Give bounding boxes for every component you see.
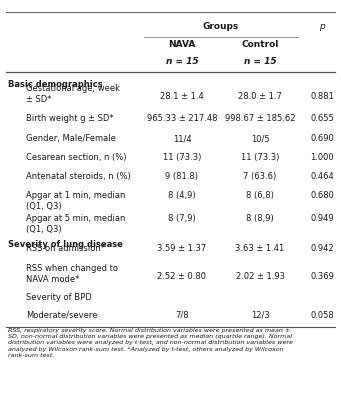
Text: 1.000: 1.000 bbox=[310, 153, 334, 162]
Text: 0.949: 0.949 bbox=[310, 214, 334, 224]
Text: 12/3: 12/3 bbox=[251, 310, 269, 320]
Text: 2.52 ± 0.80: 2.52 ± 0.80 bbox=[158, 272, 207, 281]
Text: 965.33 ± 217.48: 965.33 ± 217.48 bbox=[147, 114, 217, 123]
Text: 3.59 ± 1.37: 3.59 ± 1.37 bbox=[158, 244, 207, 254]
Text: 7/8: 7/8 bbox=[175, 310, 189, 320]
Text: 28.0 ± 1.7: 28.0 ± 1.7 bbox=[238, 92, 282, 101]
Text: RSS on admission*: RSS on admission* bbox=[26, 244, 105, 254]
Text: Gender, Male/Female: Gender, Male/Female bbox=[26, 134, 116, 143]
Text: 28.1 ± 1.4: 28.1 ± 1.4 bbox=[160, 92, 204, 101]
Text: 7 (63.6): 7 (63.6) bbox=[243, 172, 277, 181]
Text: Severity of lung disease: Severity of lung disease bbox=[8, 240, 123, 250]
Text: Cesarean section, n (%): Cesarean section, n (%) bbox=[26, 153, 127, 162]
Text: 9 (81.8): 9 (81.8) bbox=[165, 172, 198, 181]
Text: 8 (6,8): 8 (6,8) bbox=[246, 191, 274, 200]
Text: Moderate/severe: Moderate/severe bbox=[26, 310, 98, 320]
Text: 0.464: 0.464 bbox=[310, 172, 334, 181]
Text: Antenatal steroids, n (%): Antenatal steroids, n (%) bbox=[26, 172, 131, 181]
Text: 10/5: 10/5 bbox=[251, 134, 269, 143]
Text: Severity of BPD: Severity of BPD bbox=[26, 293, 92, 302]
Text: 0.881: 0.881 bbox=[310, 92, 334, 101]
Text: RSS when changed to
NAVA mode*: RSS when changed to NAVA mode* bbox=[26, 264, 118, 284]
Text: n = 15: n = 15 bbox=[166, 57, 198, 66]
Text: 8 (4,9): 8 (4,9) bbox=[168, 191, 196, 200]
Text: NAVA: NAVA bbox=[168, 40, 196, 49]
Text: Apgar at 5 min, median
(Q1, Q3): Apgar at 5 min, median (Q1, Q3) bbox=[26, 214, 125, 234]
Text: 8 (7,9): 8 (7,9) bbox=[168, 214, 196, 224]
Text: 3.63 ± 1.41: 3.63 ± 1.41 bbox=[235, 244, 285, 254]
Text: 0.655: 0.655 bbox=[310, 114, 334, 123]
Text: 0.680: 0.680 bbox=[310, 191, 334, 200]
Text: RSS, respiratory severity score. Normal distribution variables were presented as: RSS, respiratory severity score. Normal … bbox=[8, 328, 293, 358]
Text: Groups: Groups bbox=[203, 22, 239, 31]
Text: Gestational age, week
± SD*: Gestational age, week ± SD* bbox=[26, 84, 120, 104]
Text: 11/4: 11/4 bbox=[173, 134, 191, 143]
Text: n = 15: n = 15 bbox=[244, 57, 276, 66]
Text: 2.02 ± 1.93: 2.02 ± 1.93 bbox=[236, 272, 284, 281]
Text: Basic demographics: Basic demographics bbox=[8, 80, 103, 89]
Text: Birth weight g ± SD*: Birth weight g ± SD* bbox=[26, 114, 114, 123]
Text: 0.369: 0.369 bbox=[310, 272, 334, 281]
Text: 0.058: 0.058 bbox=[310, 310, 334, 320]
Text: 11 (73.3): 11 (73.3) bbox=[241, 153, 279, 162]
Text: 11 (73.3): 11 (73.3) bbox=[163, 153, 201, 162]
Text: 998.67 ± 185.62: 998.67 ± 185.62 bbox=[225, 114, 295, 123]
Text: 0.690: 0.690 bbox=[310, 134, 334, 143]
Text: 0.942: 0.942 bbox=[310, 244, 334, 254]
Text: Control: Control bbox=[241, 40, 279, 49]
Text: p: p bbox=[319, 22, 325, 31]
Text: 8 (8,9): 8 (8,9) bbox=[246, 214, 274, 224]
Text: Apgar at 1 min, median
(Q1, Q3): Apgar at 1 min, median (Q1, Q3) bbox=[26, 191, 125, 211]
